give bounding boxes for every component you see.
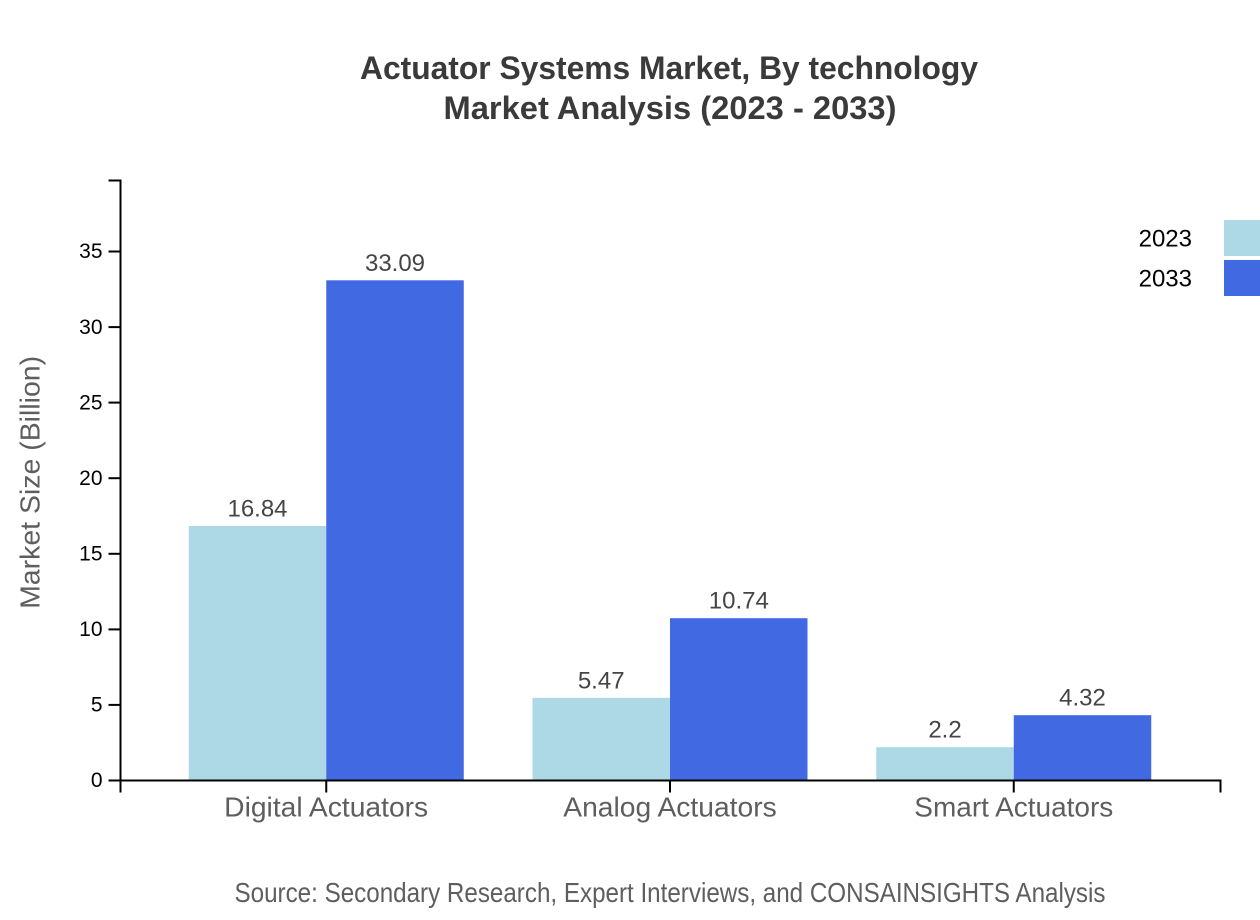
svg-text:Market Analysis (2023 - 2033): Market Analysis (2023 - 2033): [444, 90, 897, 126]
svg-text:0: 0: [91, 769, 103, 792]
svg-text:Digital Actuators: Digital Actuators: [224, 792, 428, 823]
svg-text:4.32: 4.32: [1059, 685, 1106, 712]
svg-text:Actuator Systems Market, By te: Actuator Systems Market, By technology: [360, 50, 978, 86]
svg-text:5.47: 5.47: [578, 667, 625, 694]
svg-text:Smart Actuators: Smart Actuators: [914, 792, 1113, 823]
svg-text:35: 35: [79, 240, 102, 263]
svg-text:20: 20: [79, 467, 102, 490]
svg-text:25: 25: [79, 391, 102, 414]
svg-text:30: 30: [79, 316, 102, 339]
svg-text:10.74: 10.74: [709, 588, 769, 615]
svg-text:2.2: 2.2: [928, 717, 961, 744]
svg-text:Market Size (Billion): Market Size (Billion): [15, 356, 46, 609]
svg-text:Source: Secondary Research, Ex: Source: Secondary Research, Expert Inter…: [235, 877, 1106, 908]
svg-text:15: 15: [79, 543, 102, 566]
svg-text:10: 10: [79, 618, 102, 641]
svg-text:2023: 2023: [1139, 225, 1192, 252]
svg-text:33.09: 33.09: [365, 250, 425, 277]
svg-text:2033: 2033: [1139, 265, 1192, 292]
svg-text:Analog Actuators: Analog Actuators: [563, 792, 777, 823]
svg-text:5: 5: [91, 694, 103, 717]
svg-text:16.84: 16.84: [227, 496, 287, 523]
